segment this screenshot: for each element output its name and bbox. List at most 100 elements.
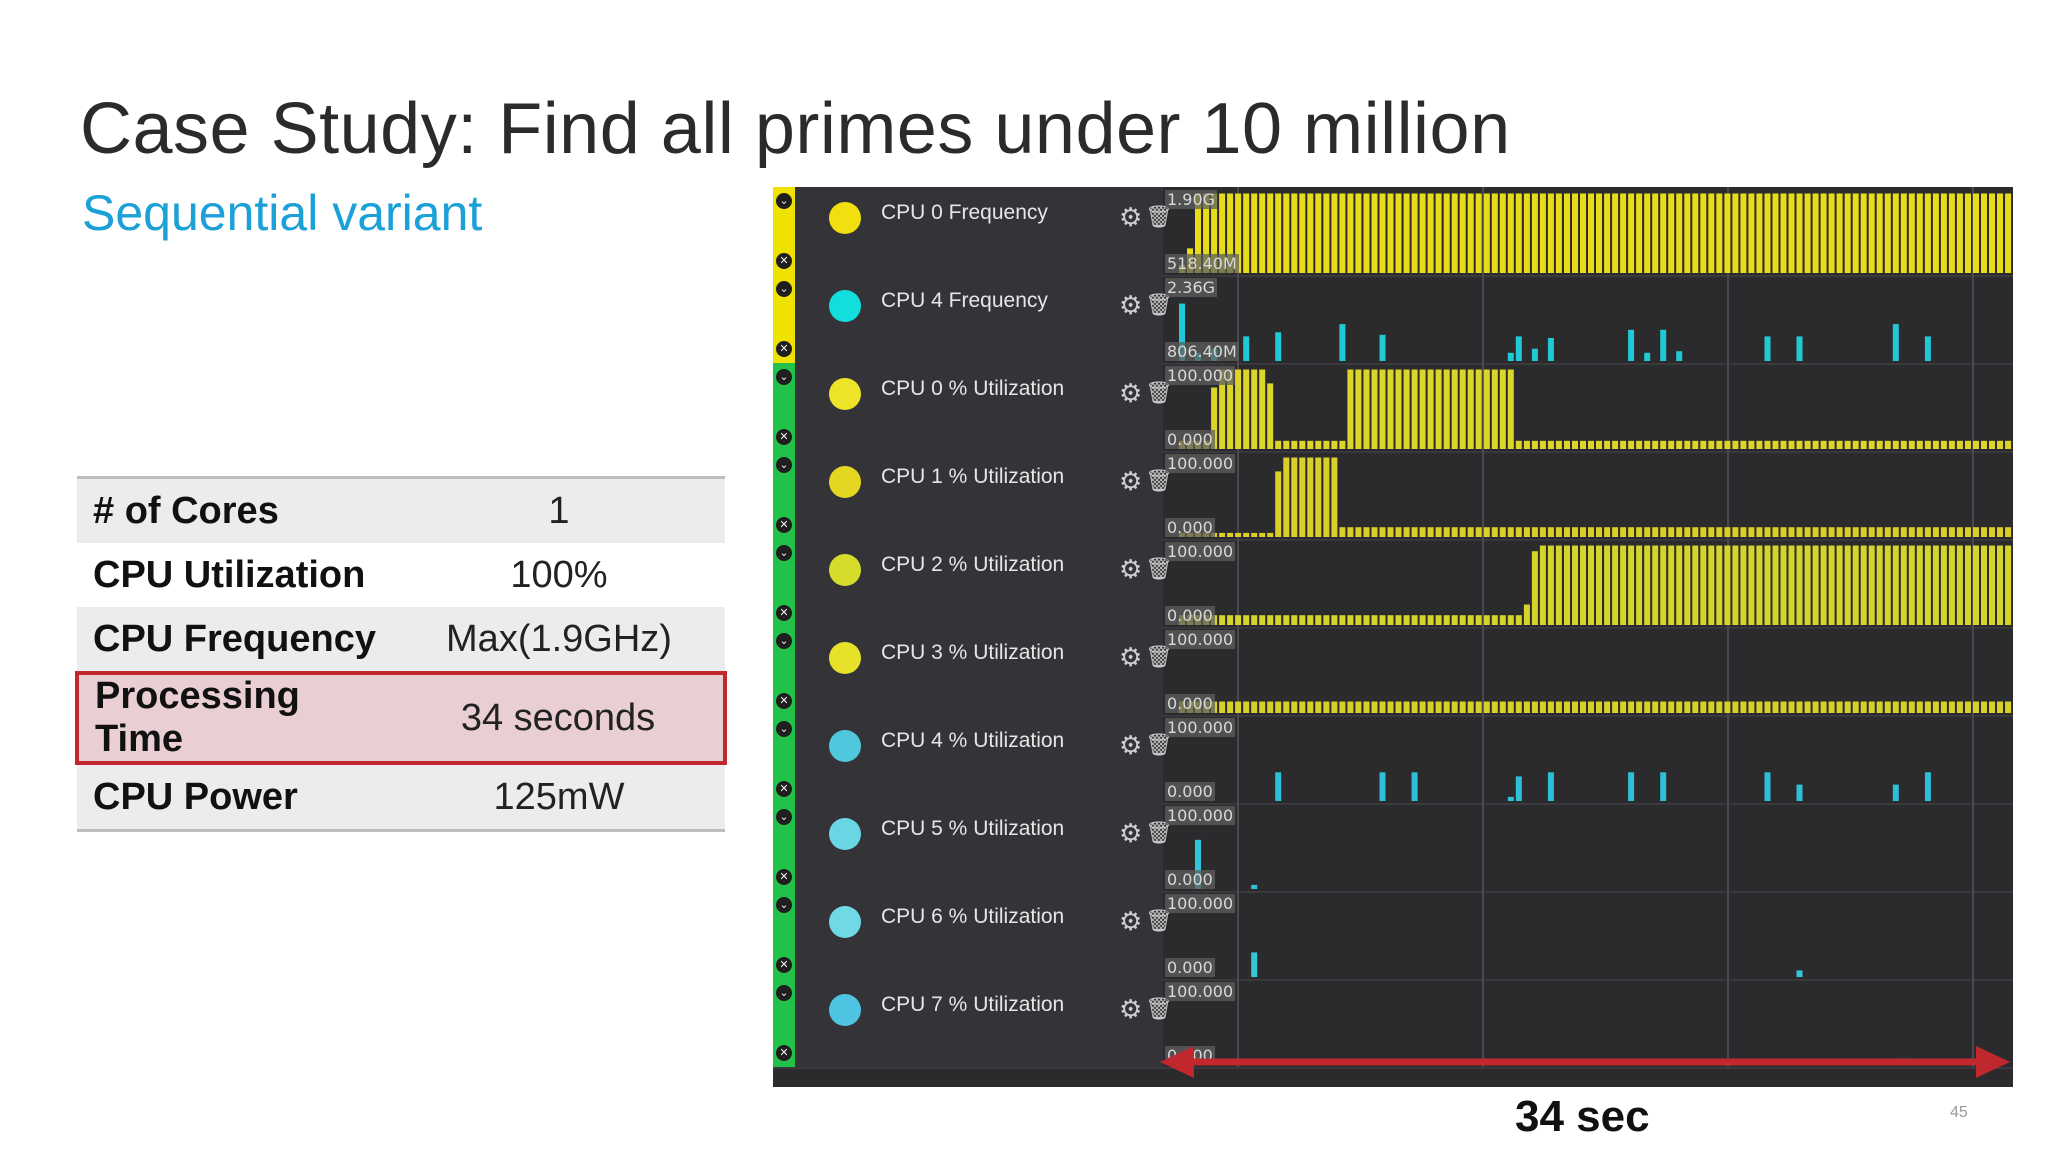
remove-row-icon[interactable]: ✕ [776,341,792,357]
util-bar [1796,193,1803,273]
row-header[interactable]: CPU 4 % Utilization ⚙ 🗑 [795,715,1173,803]
settings-gear-icon[interactable]: ⚙ [1119,731,1143,761]
util-bar [1507,369,1514,449]
trash-icon[interactable]: 🗑 [1145,469,1173,494]
util-bar [1636,440,1643,449]
series-color-swatch[interactable] [829,730,861,762]
trash-icon[interactable]: 🗑 [1145,381,1173,406]
collapse-icon[interactable]: ⌄ [776,721,792,737]
util-bar [1347,527,1354,537]
remove-row-icon[interactable]: ✕ [776,957,792,973]
remove-row-icon[interactable]: ✕ [776,869,792,885]
util-bar [1299,701,1306,713]
util-bar [1547,545,1554,625]
collapse-icon[interactable]: ⌄ [776,897,792,913]
util-bar [1395,193,1402,273]
remove-row-icon[interactable]: ✕ [776,693,792,709]
series-color-swatch[interactable] [829,906,861,938]
util-bar [1219,532,1226,537]
trash-icon[interactable]: 🗑 [1145,997,1173,1022]
row-header[interactable]: CPU 3 % Utilization ⚙ 🗑 [795,627,1173,715]
util-bar [1876,193,1883,273]
trash-icon[interactable]: 🗑 [1145,733,1173,758]
collapse-icon[interactable]: ⌄ [776,545,792,561]
series-color-swatch[interactable] [829,554,861,586]
util-bar [1339,701,1346,713]
util-bar [1564,527,1570,537]
collapse-icon[interactable]: ⌄ [776,985,792,1001]
row-header[interactable]: CPU 7 % Utilization ⚙ 🗑 [795,979,1173,1067]
settings-gear-icon[interactable]: ⚙ [1119,555,1143,585]
series-color-swatch[interactable] [829,818,861,850]
util-bar [1772,440,1779,449]
series-color-swatch[interactable] [829,290,861,322]
util-bar [1564,193,1570,273]
remove-row-icon[interactable]: ✕ [776,605,792,621]
collapse-icon[interactable]: ⌄ [776,369,792,385]
util-bar [1467,369,1474,449]
util-bar [1820,701,1827,713]
util-bar [1275,332,1282,361]
collapse-icon[interactable]: ⌄ [776,281,792,297]
util-bar [1531,348,1538,361]
row-header[interactable]: CPU 6 % Utilization ⚙ 🗑 [795,891,1173,979]
trash-icon[interactable]: 🗑 [1145,293,1173,318]
util-bar [1555,701,1562,713]
row-header[interactable]: CPU 0 Frequency ⚙ 🗑 [795,187,1173,275]
row-header[interactable]: CPU 2 % Utilization ⚙ 🗑 [795,539,1173,627]
row-header[interactable]: CPU 0 % Utilization ⚙ 🗑 [795,363,1173,451]
series-label: CPU 5 % Utilization [881,817,1065,840]
util-bar [1668,440,1675,449]
util-bar [1339,615,1346,625]
series-color-swatch[interactable] [829,642,861,674]
trash-icon[interactable]: 🗑 [1145,557,1173,582]
util-bar [1275,471,1282,537]
trash-icon[interactable]: 🗑 [1145,205,1173,230]
util-bar [1644,527,1651,537]
remove-row-icon[interactable]: ✕ [776,429,792,445]
settings-gear-icon[interactable]: ⚙ [1119,643,1143,673]
series-color-swatch[interactable] [829,378,861,410]
util-bar [1379,369,1386,449]
util-bar [1451,701,1458,713]
util-bar [1756,527,1763,537]
trash-icon[interactable]: 🗑 [1145,821,1173,846]
trash-icon[interactable]: 🗑 [1145,909,1173,934]
remove-row-icon[interactable]: ✕ [776,253,792,269]
settings-gear-icon[interactable]: ⚙ [1119,291,1143,321]
series-color-swatch[interactable] [829,202,861,234]
settings-gear-icon[interactable]: ⚙ [1119,907,1143,937]
series-color-swatch[interactable] [829,994,861,1026]
util-bar [1299,457,1306,537]
util-bar [1379,193,1386,273]
settings-gear-icon[interactable]: ⚙ [1119,379,1143,409]
util-bar [1732,527,1739,537]
collapse-icon[interactable]: ⌄ [776,193,792,209]
util-bar [1443,527,1450,537]
util-bar [1860,527,1867,537]
trash-icon[interactable]: 🗑 [1145,645,1173,670]
settings-gear-icon[interactable]: ⚙ [1119,467,1143,497]
util-bar [1435,615,1442,625]
util-bar [1989,193,1995,273]
util-bar [1588,545,1594,625]
settings-gear-icon[interactable]: ⚙ [1119,819,1143,849]
row-header[interactable]: CPU 5 % Utilization ⚙ 🗑 [795,803,1173,891]
settings-gear-icon[interactable]: ⚙ [1119,203,1143,233]
collapse-icon[interactable]: ⌄ [776,809,792,825]
remove-row-icon[interactable]: ✕ [776,517,792,533]
series-color-swatch[interactable] [829,466,861,498]
collapse-icon[interactable]: ⌄ [776,633,792,649]
remove-row-icon[interactable]: ✕ [776,781,792,797]
util-bar [1491,701,1498,713]
util-bar [1620,545,1627,625]
collapse-icon[interactable]: ⌄ [776,457,792,473]
row-color-strip: ⌄ ✕ [773,451,795,539]
remove-row-icon[interactable]: ✕ [776,1045,792,1061]
util-bar [1948,440,1955,449]
util-bar [1716,440,1723,449]
row-header[interactable]: CPU 4 Frequency ⚙ 🗑 [795,275,1173,363]
row-header[interactable]: CPU 1 % Utilization ⚙ 🗑 [795,451,1173,539]
settings-gear-icon[interactable]: ⚙ [1119,995,1143,1025]
util-bar [1387,193,1394,273]
